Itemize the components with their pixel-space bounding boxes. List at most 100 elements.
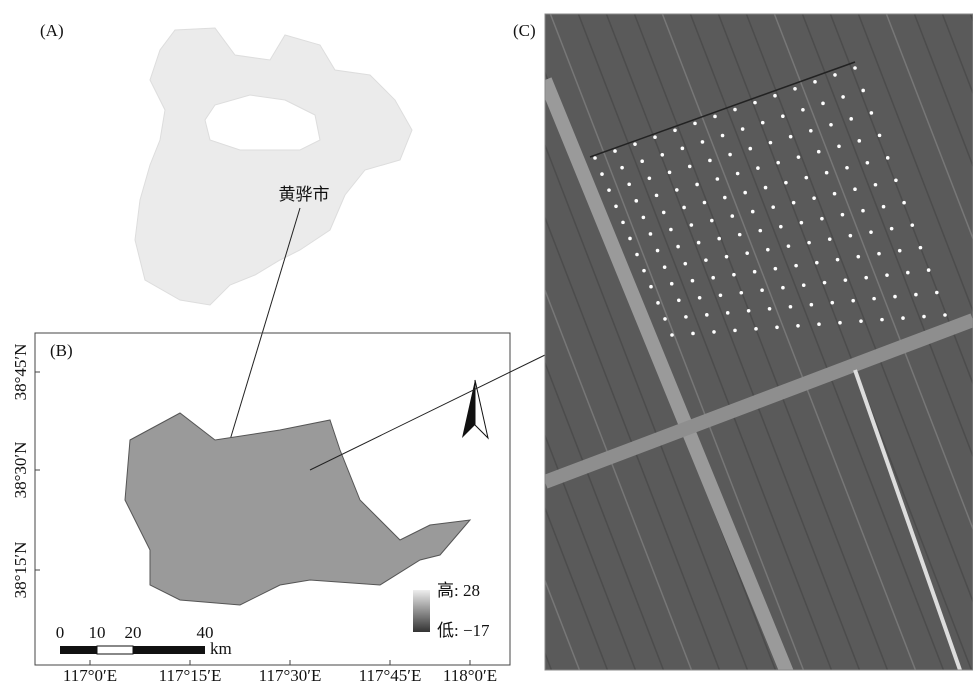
sample-point xyxy=(705,313,709,317)
sample-point xyxy=(713,114,717,119)
sample-point xyxy=(760,120,765,125)
field-line xyxy=(913,14,973,169)
sample-point xyxy=(748,146,753,151)
sample-point xyxy=(779,224,783,229)
panel-label: (A) xyxy=(40,21,64,40)
longitude-label: 118°0′E xyxy=(443,666,497,685)
field-line xyxy=(605,14,861,670)
sample-point xyxy=(869,111,874,115)
field-line xyxy=(545,143,749,670)
longitude-label: 117°15′E xyxy=(159,666,222,685)
sample-point xyxy=(732,272,736,277)
sample-point xyxy=(756,166,760,170)
field-line xyxy=(545,215,721,670)
sample-point xyxy=(894,178,898,183)
sample-point xyxy=(849,117,853,121)
sample-point xyxy=(717,236,721,241)
sample-point xyxy=(841,95,845,99)
sample-point xyxy=(865,160,870,165)
sample-point xyxy=(845,165,849,170)
sample-point xyxy=(710,218,714,223)
sample-point xyxy=(873,182,878,187)
sample-point xyxy=(723,195,727,200)
latitude-label: 38°45′N xyxy=(11,344,30,401)
sample-point xyxy=(781,114,785,118)
sample-point xyxy=(661,210,666,215)
sample-point xyxy=(677,298,681,303)
sample-point xyxy=(669,227,673,232)
sample-point xyxy=(906,270,910,275)
scale-label: 10 xyxy=(89,623,106,642)
sample-point xyxy=(872,296,876,301)
latitude-label: 38°15′N xyxy=(11,542,30,599)
leader-line xyxy=(309,354,546,471)
sample-point xyxy=(614,204,618,209)
sample-point xyxy=(660,152,665,157)
sample-point xyxy=(843,278,848,282)
legend-high: 高: 28 xyxy=(437,581,480,600)
sample-point xyxy=(935,290,939,295)
sample-point xyxy=(926,268,931,272)
scale-label: 40 xyxy=(197,623,214,642)
field-line xyxy=(885,14,973,241)
sample-point xyxy=(786,244,791,248)
sample-point xyxy=(724,254,729,259)
sample-point xyxy=(796,323,800,328)
field-line xyxy=(545,506,609,670)
field-line xyxy=(577,14,833,670)
sample-point xyxy=(607,188,611,192)
sample-point xyxy=(675,188,679,192)
sample-point xyxy=(804,175,809,180)
sample-point xyxy=(773,93,777,98)
sample-point xyxy=(793,86,797,91)
sample-point xyxy=(739,290,744,295)
sample-point xyxy=(758,228,763,233)
sample-point xyxy=(656,301,660,305)
sample-point xyxy=(766,247,770,252)
field-line xyxy=(689,14,945,670)
sample-point xyxy=(829,122,833,127)
sample-point xyxy=(801,107,805,112)
scale-bar xyxy=(60,646,97,654)
sample-point xyxy=(654,193,659,198)
sample-point xyxy=(857,139,862,143)
sample-point xyxy=(897,248,902,253)
sample-point xyxy=(859,319,863,323)
north-arrow xyxy=(462,380,475,438)
sample-point xyxy=(715,177,720,181)
scale-bar xyxy=(133,646,205,654)
sample-point xyxy=(711,275,715,280)
sample-point xyxy=(663,317,667,321)
sample-point xyxy=(889,226,894,231)
scale-label: 20 xyxy=(125,623,142,642)
sample-point xyxy=(835,257,840,262)
north-arrow xyxy=(474,379,489,440)
sample-point xyxy=(816,149,821,154)
sample-point xyxy=(784,180,788,185)
sample-point xyxy=(877,251,881,256)
sample-point xyxy=(767,306,772,311)
sample-point xyxy=(696,240,701,245)
sample-point xyxy=(820,216,824,221)
sample-point xyxy=(628,236,632,241)
sample-point xyxy=(760,288,764,293)
aerial-image xyxy=(545,14,973,670)
sample-point xyxy=(733,107,737,112)
sample-point xyxy=(704,258,708,262)
sample-point xyxy=(621,220,625,225)
sample-point xyxy=(695,182,699,187)
sample-point xyxy=(796,155,801,159)
sample-point xyxy=(725,311,730,315)
longitude-label: 117°45′E xyxy=(359,666,422,685)
sample-point xyxy=(788,304,793,309)
sample-point xyxy=(730,214,735,218)
sample-point xyxy=(914,292,918,297)
sample-point xyxy=(697,295,702,300)
sample-point xyxy=(743,190,747,195)
scale-label: 0 xyxy=(56,623,65,642)
sample-point xyxy=(851,298,855,303)
sample-point xyxy=(853,187,857,192)
sample-point xyxy=(799,220,804,225)
sample-point xyxy=(673,128,677,133)
